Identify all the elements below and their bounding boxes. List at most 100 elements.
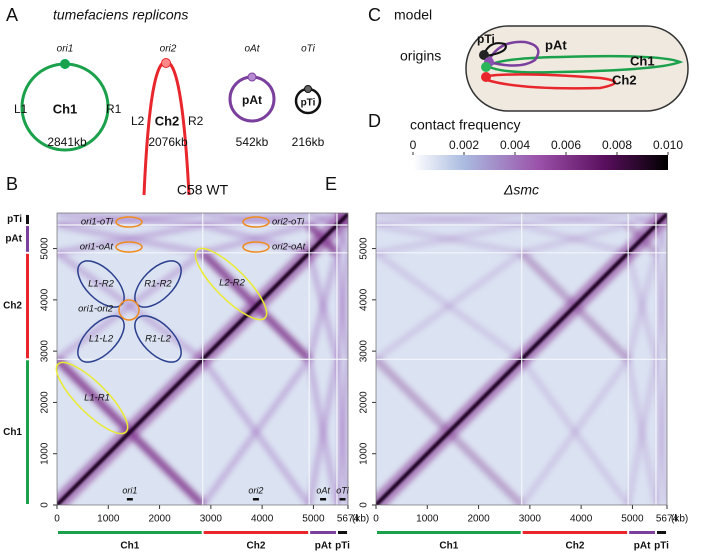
replicon-bar xyxy=(26,360,29,504)
colorbar-tick-label: 0.004 xyxy=(500,138,530,152)
cell xyxy=(465,25,689,112)
origin-marker xyxy=(339,498,346,501)
origin-dot xyxy=(60,59,70,69)
origin-label: oAt xyxy=(316,485,330,495)
replicon-name: Ch2 xyxy=(612,72,637,87)
panel-title: C58 WT xyxy=(177,182,229,198)
axis-unit: (kb) xyxy=(352,514,369,525)
origin-marker xyxy=(126,498,133,501)
panel-letter: C xyxy=(368,5,381,25)
origin-dot xyxy=(161,58,171,68)
x-tick-label: 3000 xyxy=(519,514,542,525)
panel-title: contact frequency xyxy=(410,117,521,133)
cross-pattern xyxy=(652,252,667,360)
replicon-label: Ch1 xyxy=(120,541,139,551)
annotation-ellipse xyxy=(55,361,129,435)
replicon-bar xyxy=(58,531,202,534)
size-label: 542kb xyxy=(236,135,269,149)
annotation-label: L2-R2 xyxy=(219,278,246,289)
y-tick-label: 1000 xyxy=(40,442,51,465)
cross-pattern xyxy=(519,357,631,505)
colorbar xyxy=(413,155,668,170)
replicon-bar xyxy=(337,531,348,534)
y-tick-label: 2000 xyxy=(40,391,51,414)
size-label: 2841kb xyxy=(47,135,87,149)
x-tick-label: 5674 xyxy=(337,514,360,525)
arm-label: R1 xyxy=(106,102,122,116)
x-tick-label: 4000 xyxy=(251,514,274,525)
y-tick-label: 3000 xyxy=(40,340,51,363)
cross-pattern xyxy=(306,252,340,361)
replicon-label: pTi xyxy=(335,541,350,551)
origin-label: oAt xyxy=(244,44,260,55)
cross-pattern xyxy=(625,358,659,505)
cross-pattern xyxy=(200,357,312,505)
y-tick-label: 1000 xyxy=(359,442,370,465)
cross-pattern xyxy=(376,250,524,362)
colorbar-tick-label: 0 xyxy=(410,138,417,152)
x-tick-label: 5000 xyxy=(302,514,325,525)
replicon-bar xyxy=(522,531,628,534)
size-label: 2076kb xyxy=(148,135,188,149)
replicon-label: pTi xyxy=(654,541,669,551)
cross-pattern xyxy=(306,358,340,505)
ch1-loop xyxy=(487,54,684,74)
arm-label: L1 xyxy=(14,102,28,116)
origin-marker xyxy=(252,498,259,501)
replicon-name: pAt xyxy=(545,37,567,52)
colorbar-tick-label: 0.008 xyxy=(602,138,632,152)
y-tick-label: 4000 xyxy=(40,288,51,311)
replicon-name: Ch1 xyxy=(53,101,78,116)
replicon-label: Ch1 xyxy=(3,427,22,438)
annotation-label: L1-R1 xyxy=(84,393,110,404)
colorbar-tick-label: 0.010 xyxy=(653,138,683,152)
annotation-label: L1-R2 xyxy=(88,279,115,290)
cross-pattern xyxy=(201,222,310,256)
origin-label: oTi xyxy=(301,44,316,55)
axis-unit: (kb) xyxy=(671,514,688,525)
replicon-bar xyxy=(310,531,336,534)
panel-title: Δsmc xyxy=(503,182,539,198)
annotation-label: ori2-oTi xyxy=(272,217,305,228)
heatmap-frame xyxy=(56,212,349,506)
annotation-label: ori2-oAt xyxy=(272,242,306,253)
pat-loop xyxy=(487,40,540,67)
x-tick-label: 2000 xyxy=(467,514,490,525)
cross-pattern xyxy=(376,222,523,256)
y-tick-label: 5000 xyxy=(359,237,370,260)
replicon-label: pAt xyxy=(5,234,22,245)
panel-letter: D xyxy=(368,111,381,131)
origin-ball xyxy=(481,72,491,82)
replicon-label: pTi xyxy=(7,214,22,225)
y-tick-label: 0 xyxy=(40,502,51,508)
replicon-label: pAt xyxy=(634,541,651,551)
cross-pattern xyxy=(333,359,348,505)
y-tick-label: 0 xyxy=(359,502,370,508)
heatmap-frame xyxy=(375,212,668,506)
ch2-arc xyxy=(142,60,191,196)
x-tick-label: 0 xyxy=(54,514,60,525)
annotation-label: ori1-oTi xyxy=(81,217,114,228)
arm-label: R2 xyxy=(188,114,204,128)
pti-loop xyxy=(483,42,507,57)
arm-label: L2 xyxy=(131,114,145,128)
x-tick-label: 4000 xyxy=(570,514,593,525)
annotation-ellipse xyxy=(134,315,182,363)
replicon-bar xyxy=(26,226,29,252)
replicon-bar xyxy=(629,531,655,534)
panel-letter: A xyxy=(6,5,18,25)
replicon-name: pTi xyxy=(477,32,495,46)
annotation-ellipse xyxy=(77,315,125,363)
y-tick-label: 4000 xyxy=(359,288,370,311)
y-tick-label: 3000 xyxy=(359,340,370,363)
annotation-circle xyxy=(118,299,140,321)
replicon-name: Ch1 xyxy=(630,53,655,68)
x-tick-label: 5674 xyxy=(656,514,679,525)
origin-ball xyxy=(479,50,489,60)
cross-pattern xyxy=(57,213,203,229)
x-tick-label: 0 xyxy=(373,514,379,525)
x-tick-label: 3000 xyxy=(200,514,223,525)
replicon-bar xyxy=(26,253,29,359)
replicon-name: pAt xyxy=(242,93,262,107)
